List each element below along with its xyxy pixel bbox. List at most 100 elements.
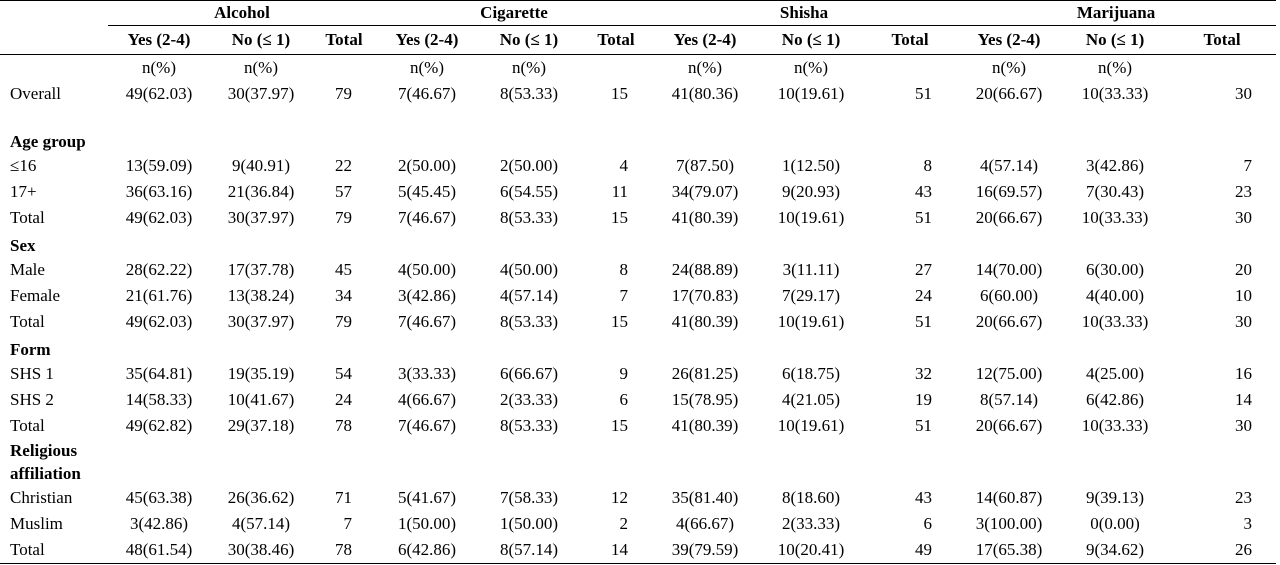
- subheader-total: Total: [312, 25, 376, 55]
- cell: 8(53.33): [499, 312, 559, 331]
- cell: 51: [915, 416, 933, 435]
- cell: 71: [335, 488, 352, 507]
- row-label: Overall: [10, 84, 61, 103]
- cell: 3: [1243, 514, 1253, 533]
- section-header-row: Age group: [0, 107, 1276, 153]
- cell: 16(69.57): [975, 182, 1043, 201]
- cell: 30(37.97): [227, 312, 295, 331]
- subheader-blank: [0, 25, 108, 55]
- cell: 7(87.50): [675, 156, 735, 175]
- table-row: SHS 1 35(64.81) 19(35.19) 54 3(33.33) 6(66.67…: [0, 361, 1276, 387]
- cell: 10(33.33): [1081, 208, 1149, 227]
- cell: 4(66.67): [675, 514, 735, 533]
- cell: 17(65.38): [956, 537, 1063, 564]
- cell: 2(50.00): [397, 156, 457, 175]
- table-row: Total 49(62.03) 30(37.97) 79 7(46.67) 8(53.33…: [0, 205, 1276, 231]
- cell: 8(57.14): [478, 537, 580, 564]
- cell: 6(42.86): [376, 537, 478, 564]
- row-label: SHS 2: [10, 390, 54, 409]
- cell: 14: [1235, 390, 1253, 409]
- cell: 20(66.67): [975, 312, 1043, 331]
- cell: 30: [1235, 416, 1253, 435]
- cell: 0(0.00): [1090, 514, 1140, 533]
- cell: 10(19.61): [777, 312, 845, 331]
- cell: 5(45.45): [397, 182, 457, 201]
- cell: 41(80.39): [671, 208, 739, 227]
- table-body: n(%) n(%) n(%) n(%) n(%) n(%) n(%) n(%) …: [0, 55, 1277, 564]
- section-title: Religious affiliation: [10, 441, 81, 483]
- cell: 6(30.00): [1085, 260, 1145, 279]
- unit-label: n(%): [1098, 58, 1133, 77]
- cell: 32: [915, 364, 933, 383]
- cell: 6: [619, 390, 629, 409]
- cell: 30: [1235, 312, 1253, 331]
- row-label: Total: [10, 416, 45, 435]
- unit-row: n(%) n(%) n(%) n(%) n(%) n(%) n(%) n(%): [0, 55, 1276, 82]
- section-title: Form: [10, 340, 51, 359]
- cell: 35(64.81): [125, 364, 193, 383]
- cell: 6(18.75): [781, 364, 841, 383]
- subheader-yes: Yes (2-4): [652, 25, 759, 55]
- subheader-no: No (≤ 1): [758, 25, 865, 55]
- cell: 4(21.05): [781, 390, 841, 409]
- group-header-row: Alcohol Cigarette Shisha Marijuana: [0, 0, 1277, 26]
- cell: 15: [611, 312, 629, 331]
- cell: 7(29.17): [781, 286, 841, 305]
- cell: 4(40.00): [1085, 286, 1145, 305]
- cell: 3(100.00): [975, 514, 1043, 533]
- cell: 4(66.67): [397, 390, 457, 409]
- group-header-marijuana: Marijuana: [956, 0, 1277, 26]
- subheader-yes: Yes (2-4): [108, 25, 210, 55]
- unit-label: n(%): [688, 58, 722, 77]
- cell: 30: [1235, 84, 1253, 103]
- cell: 13(38.24): [227, 286, 295, 305]
- subheader-row: Yes (2-4) No (≤ 1) Total Yes (2-4) No (≤…: [0, 25, 1277, 55]
- section-header-row: Form: [0, 335, 1276, 361]
- cell: 9(34.62): [1062, 537, 1169, 564]
- cell: 9: [619, 364, 629, 383]
- cell: 26(36.62): [227, 488, 295, 507]
- unit-label: n(%): [142, 58, 176, 77]
- cell: 51: [915, 84, 933, 103]
- cell: 5(41.67): [397, 488, 457, 507]
- cell: 17(37.78): [227, 260, 295, 279]
- cell: 1(50.00): [499, 514, 559, 533]
- cell: 30(37.97): [227, 208, 295, 227]
- cell: 6(66.67): [499, 364, 559, 383]
- cell: 14(58.33): [125, 390, 193, 409]
- cell: 10(19.61): [777, 416, 845, 435]
- table-row: ≤16 13(59.09) 9(40.91) 22 2(50.00) 2(50.00) 4 7…: [0, 153, 1276, 179]
- cell: 39(79.59): [652, 537, 759, 564]
- section-header-row: Religious affiliation: [0, 439, 1276, 485]
- subheader-no: No (≤ 1): [1062, 25, 1169, 55]
- cell: 57: [335, 182, 352, 201]
- cell: 19(35.19): [227, 364, 295, 383]
- cell: 15(78.95): [671, 390, 739, 409]
- cell: 8(53.33): [499, 84, 559, 103]
- cell: 36(63.16): [125, 182, 193, 201]
- cell: 9(40.91): [231, 156, 291, 175]
- cell: 3(42.86): [1085, 156, 1145, 175]
- table-row-overall: Overall 49(62.03) 30(37.97) 79 7(46.67) …: [0, 81, 1276, 107]
- cell: 7(46.67): [397, 312, 457, 331]
- cell: 30: [1235, 208, 1253, 227]
- cell: 9(39.13): [1085, 488, 1145, 507]
- row-label: Female: [10, 286, 61, 305]
- unit-label: n(%): [992, 58, 1027, 77]
- cell: 6(54.55): [499, 182, 559, 201]
- cell: 26: [1168, 537, 1277, 564]
- unit-label: n(%): [244, 58, 278, 77]
- cell: 49(62.82): [125, 416, 193, 435]
- cell: 79: [335, 312, 352, 331]
- cell: 20(66.67): [975, 208, 1043, 227]
- subheader-no: No (≤ 1): [478, 25, 580, 55]
- subheader-no: No (≤ 1): [210, 25, 312, 55]
- cell: 21(36.84): [227, 182, 295, 201]
- cell: 29(37.18): [227, 416, 295, 435]
- cell: 20: [1235, 260, 1253, 279]
- cell: 3(42.86): [397, 286, 457, 305]
- cell: 7(46.67): [397, 208, 457, 227]
- section-header-row: Sex: [0, 231, 1276, 257]
- cell: 7(46.67): [397, 416, 457, 435]
